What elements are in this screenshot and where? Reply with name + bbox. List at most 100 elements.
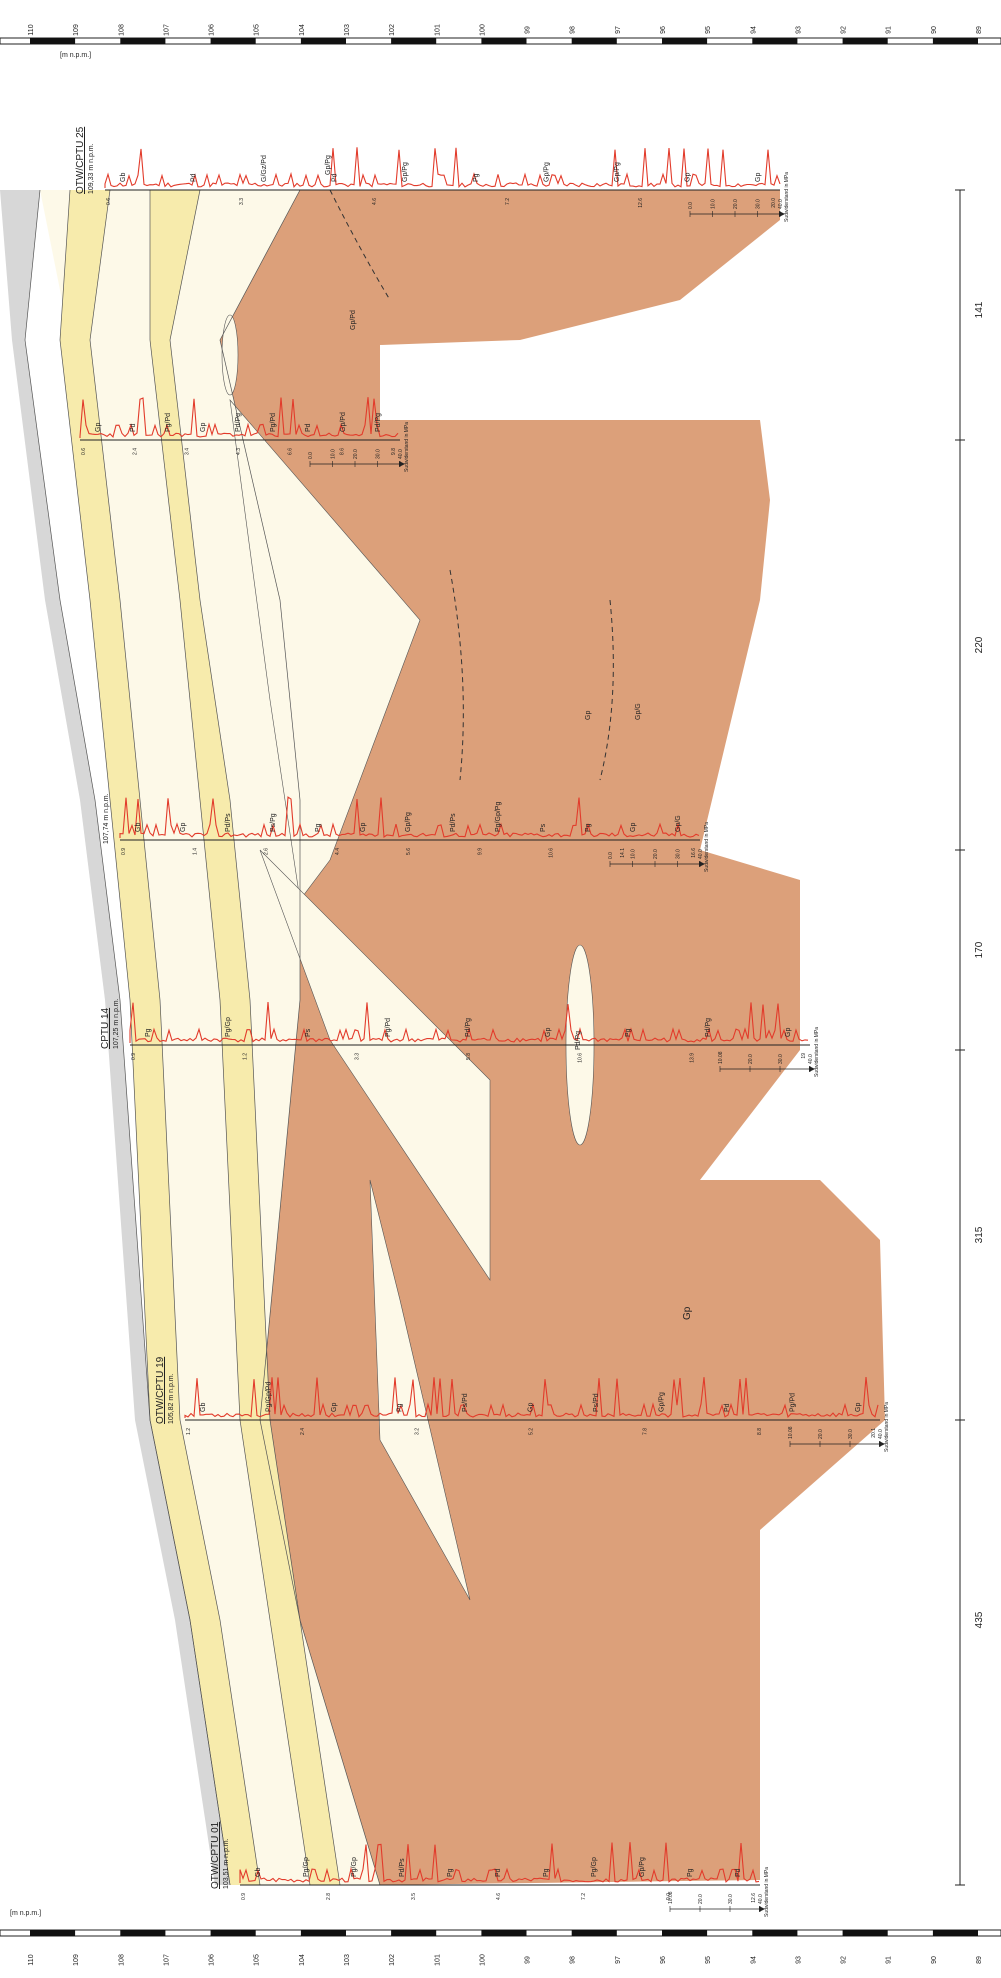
cpt-trace [129,1002,809,1043]
depth-label: 12.6 [638,198,644,208]
profile-elevation: 107,25 m n.p.m. [113,998,120,1049]
layer-label: Pd/Pg [235,413,242,432]
layer-label: Gp/G [675,815,682,832]
elevation-tick-label: 91 [886,26,893,34]
axis-arrow-icon [399,461,405,467]
elevation-tick-label: 107 [163,1954,170,1966]
profile-elevation: 109,33 m n.p.m. [88,143,95,194]
layer-label: Ps [305,1028,312,1037]
elevation-tick-label: 92 [841,26,848,34]
profile-cptu14: CPTU 14 107,25 m n.p.m. Pg Pg/Gp Ps Pg/Pd Pd/P… [100,998,820,1077]
profile-name: OTW/CPTU 19 [155,1356,166,1424]
layer-label: Gp/Pg [639,1857,646,1877]
main-fill-label: Gp [682,1306,693,1320]
scale-block [752,1930,798,1936]
profile-mid2: 107,74 m n.p.m. Gb Gp Pd/Ps Ps/Pg Pg Gp Gp/Pg Pd… [103,793,710,872]
axis-tick-label: 0.0 [308,452,314,459]
depth-label: 4.4 [335,848,341,855]
elevation-tick-label: 92 [841,1956,848,1964]
depth-label: 20.1 [871,1428,877,1438]
axis-tick-label: 30.0 [676,849,682,859]
axis-tick-label: 10.08 [718,1051,724,1064]
layer-label: Pg [687,1868,694,1877]
elevation-tick-label: 90 [931,1956,938,1964]
axis-tick-label: 10.0 [711,199,717,209]
profile-name: CPTU 14 [100,1007,111,1049]
layer-label: Gb [135,823,142,832]
layer-label: Gb [200,1403,207,1412]
axis-arrow-icon [879,1441,885,1447]
depth-label: 1.2 [186,1428,192,1435]
axis-tick-label: 20.0 [818,1429,824,1439]
axis-tick-label: 20.0 [653,849,659,859]
elevation-tick-label: 95 [705,1956,712,1964]
elevation-tick-label: 95 [705,26,712,34]
axis-tick-label: 0.0 [688,202,694,209]
scale-block [391,38,437,44]
elevation-tick-label: 108 [118,1954,125,1966]
elevation-tick-label: 89 [976,26,983,34]
elevation-tick-label: 106 [209,24,216,36]
layer-label: Pd/Pg [705,1018,712,1037]
axis-tick-label: 40.0 [758,1894,764,1904]
distance-label: 220 [974,636,985,653]
depth-label: 3.2 [414,1428,420,1435]
axis-arrow-icon [759,1906,765,1912]
axis-tick-label: 30.0 [778,1054,784,1064]
scale-block [300,1930,346,1936]
depth-label: 2.4 [133,448,139,455]
layer-label: Gp [360,823,367,832]
cpt-trace [239,1842,760,1883]
axis-tick-label: 40.0 [878,1429,884,1439]
elevation-tick-label: 101 [434,24,441,36]
profile-cptu01: OTW/CPTU 01 103,51 m n.p.m. Gb Pg/Gp Pg/Gp Pd… [210,1821,770,1917]
elevation-tick-label: 109 [73,1954,80,1966]
elevation-tick-label: 107 [163,24,170,36]
elevation-tick-label: 101 [434,1954,441,1966]
layer-label: Gp [528,1403,535,1412]
elevation-tick-label: 90 [931,26,938,34]
depth-label: 10.6 [549,848,555,858]
layer-label: G/Gz/Pd [261,155,268,182]
lens-label-2: Gp/Pd [350,310,357,330]
layer-label: Pg [397,1403,404,1412]
scale-block [571,1930,617,1936]
depth-label: 0.6 [106,198,112,205]
scale-block [842,1930,888,1936]
layer-label: Gp [684,173,691,182]
layer-label: Gb [255,1868,262,1877]
axis-arrow-icon [809,1066,815,1072]
layer-label: Ps/Pg [270,813,277,832]
lens-label-3: Pd/Pg [575,1031,582,1050]
bottom-elevation-scale: 110 109 108 107 106 105 104 103 102 101 100 99 98 97 9… [0,1910,1001,1966]
layer-white-gap-2 [610,320,790,420]
elevation-tick-label: 104 [299,24,306,36]
scale-block [481,1930,527,1936]
distance-label: 170 [974,941,985,958]
elevation-tick-label: 93 [795,26,802,34]
depth-label: 2.8 [326,1893,332,1900]
depth-label: 8.8 [757,1428,763,1435]
layer-label: Ps [540,823,547,832]
layer-label: Pg/Pd [385,1018,392,1037]
layer-label: Gp [95,423,102,432]
layer-label: Gp [331,1403,338,1412]
axis-title: Sudwiderstand in MPa [404,422,410,472]
elevation-tick-label: 94 [750,26,757,34]
layer-cream [40,190,380,1885]
layer-label: Gp [545,1028,552,1037]
axis-tick-label: 40.0 [808,1054,814,1064]
axis-arrow-icon [699,861,705,867]
layer-label: Pd [130,423,137,432]
lens-labels: Gp/Pg Gp/Pd Pd/Pg Gp Gp/G Gp [325,155,693,1320]
profile-cptu25: OTW/CPTU 25 109,33 m n.p.m. Gb Pd G/Gz/Pd Pd G… [75,126,790,222]
depth-label: 5.6 [406,848,412,855]
depth-label: 2.4 [300,1428,306,1435]
elevation-tick-label: 105 [254,1954,261,1966]
cpt-trace [104,147,781,189]
elevation-tick-label: 102 [389,24,396,36]
depth-label: 8.6 [339,448,345,455]
elevation-tick-label: 100 [479,24,486,36]
elevation-tick-label: 108 [118,24,125,36]
depth-label: 1.4 [192,848,198,855]
